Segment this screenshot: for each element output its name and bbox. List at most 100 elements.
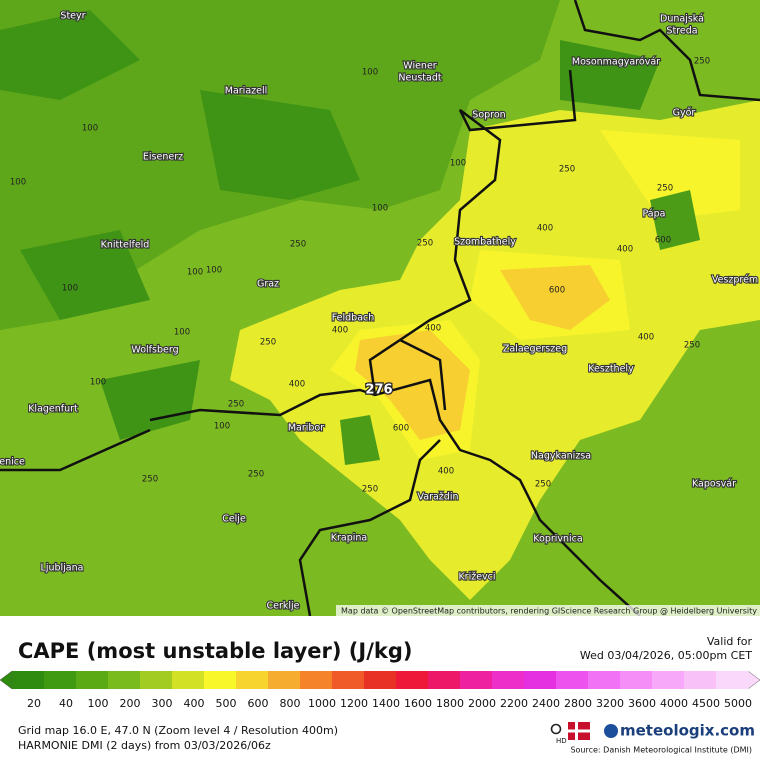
legend-label: 1800: [436, 697, 464, 710]
legend-swatch: [140, 671, 173, 689]
contour-label: 100: [174, 328, 190, 338]
contour-label: 100: [62, 284, 78, 294]
legend-label: 400: [184, 697, 205, 710]
city-label: Kaposvár: [692, 479, 736, 490]
legend-swatch: [684, 671, 717, 689]
legend-label: 4000: [660, 697, 688, 710]
legend-label: 2400: [532, 697, 560, 710]
contour-label: 400: [332, 326, 348, 336]
city-label: Krapina: [331, 533, 367, 544]
city-label: Keszthely: [588, 364, 634, 375]
contour-label: 250: [248, 470, 264, 480]
contour-label: 250: [559, 165, 575, 175]
city-label: Győr: [673, 108, 696, 119]
terrain: [340, 190, 700, 465]
legend-swatch: [332, 671, 365, 689]
legend-label: 1600: [404, 697, 432, 710]
city-label: Szombathely: [454, 237, 516, 248]
legend-swatch: [76, 671, 109, 689]
city-label: Sopron: [472, 110, 505, 121]
contour-label: 600: [655, 236, 671, 246]
city-label: Mariazell: [225, 86, 268, 97]
borders: [0, 0, 760, 616]
contour-label: 400: [289, 380, 305, 390]
legend-label: 3200: [596, 697, 624, 710]
contour-label: 100: [214, 422, 230, 432]
contour-label: 100: [450, 159, 466, 169]
hd-label: HD: [556, 737, 567, 745]
contour-label: 100: [372, 204, 388, 214]
legend-swatch: [204, 671, 237, 689]
legend-swatch: [44, 671, 77, 689]
city-label: Wiener: [403, 61, 437, 72]
legend-swatch: [460, 671, 493, 689]
contour-label: 400: [438, 467, 454, 477]
contour-label: 100: [206, 266, 222, 276]
contour-label: 250: [417, 239, 433, 249]
zoom-icon[interactable]: [550, 723, 562, 735]
legend-swatch: [236, 671, 269, 689]
contour-label: 250: [260, 338, 276, 348]
contour-label: 100: [90, 378, 106, 388]
brand[interactable]: meteologix.com: [620, 722, 755, 740]
contour-label: 250: [657, 184, 673, 194]
city-label: Neustadt: [398, 73, 441, 84]
contour-label: 250: [290, 240, 306, 250]
legend-label: 4500: [692, 697, 720, 710]
legend-label: 20: [27, 697, 41, 710]
legend-label: 40: [59, 697, 73, 710]
contour-label: 250: [362, 485, 378, 495]
contour-label: 250: [694, 57, 710, 67]
source: Source: Danish Meteorological Institute …: [570, 746, 752, 755]
legend-label: 200: [120, 697, 141, 710]
city-label: Mosonmagyaróvár: [572, 57, 660, 68]
contour-label: 400: [425, 324, 441, 334]
valid-time: Wed 03/04/2026, 05:00pm CET: [580, 649, 752, 662]
contour-label: 250: [535, 480, 551, 490]
contour-label: 600: [393, 424, 409, 434]
legend-swatch: [108, 671, 141, 689]
legend-label: 5000: [724, 697, 752, 710]
legend-label: 2200: [500, 697, 528, 710]
legend-label: 2800: [564, 697, 592, 710]
city-label: Zalaegerszeg: [503, 344, 567, 355]
legend-swatch: [556, 671, 589, 689]
contour-label: 100: [10, 178, 26, 188]
legend-label: 600: [248, 697, 269, 710]
legend-arrow: [0, 670, 13, 690]
city-label: Veszprém: [712, 275, 758, 286]
valid-label: Valid for: [707, 635, 753, 648]
legend-label: 800: [280, 697, 301, 710]
legend-swatch: [12, 671, 45, 689]
city-label: Koprivnica: [533, 534, 582, 545]
city-label: Feldbach: [332, 313, 375, 324]
legend-label: 3600: [628, 697, 656, 710]
terrain: [0, 10, 660, 440]
legend-swatch: [268, 671, 301, 689]
legend-swatch: [620, 671, 653, 689]
city-label: Steyr: [60, 11, 85, 22]
contour-label: 100: [82, 124, 98, 134]
model-info: HARMONIE DMI (2 days) from 03/03/2026/06…: [18, 739, 271, 752]
contour-label: 250: [142, 475, 158, 485]
legend-swatch: [492, 671, 525, 689]
city-label: Celje: [222, 514, 246, 525]
city-label: Klagenfurt: [28, 404, 78, 415]
chart-title: CAPE (most unstable layer) (J/kg): [18, 639, 412, 663]
city-label: Eisenerz: [143, 152, 183, 163]
contour-label: 250: [684, 341, 700, 351]
city-label: Nagykanizsa: [531, 451, 591, 462]
legend-swatch: [364, 671, 397, 689]
city-label: Pápa: [643, 209, 666, 220]
contour-label: 400: [617, 245, 633, 255]
legend-label: 2000: [468, 697, 496, 710]
city-label: Streda: [666, 26, 697, 37]
city-label: Dunajská: [660, 14, 704, 25]
legend-swatch: [652, 671, 685, 689]
flag-cross: [568, 729, 590, 733]
city-label: Graz: [257, 279, 279, 290]
city-label: Cerklje: [266, 601, 299, 612]
contour-label: 600: [549, 286, 565, 296]
